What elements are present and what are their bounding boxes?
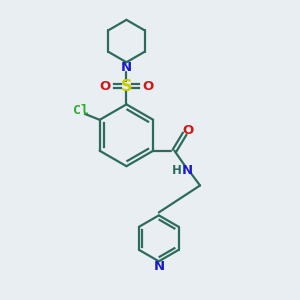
Text: N: N bbox=[121, 61, 132, 74]
Text: O: O bbox=[100, 80, 111, 93]
Text: H: H bbox=[172, 164, 182, 177]
Text: S: S bbox=[121, 79, 132, 94]
Text: Cl: Cl bbox=[73, 104, 88, 118]
Text: O: O bbox=[183, 124, 194, 137]
Text: O: O bbox=[142, 80, 153, 93]
Text: N: N bbox=[182, 164, 193, 177]
Text: N: N bbox=[153, 260, 164, 273]
